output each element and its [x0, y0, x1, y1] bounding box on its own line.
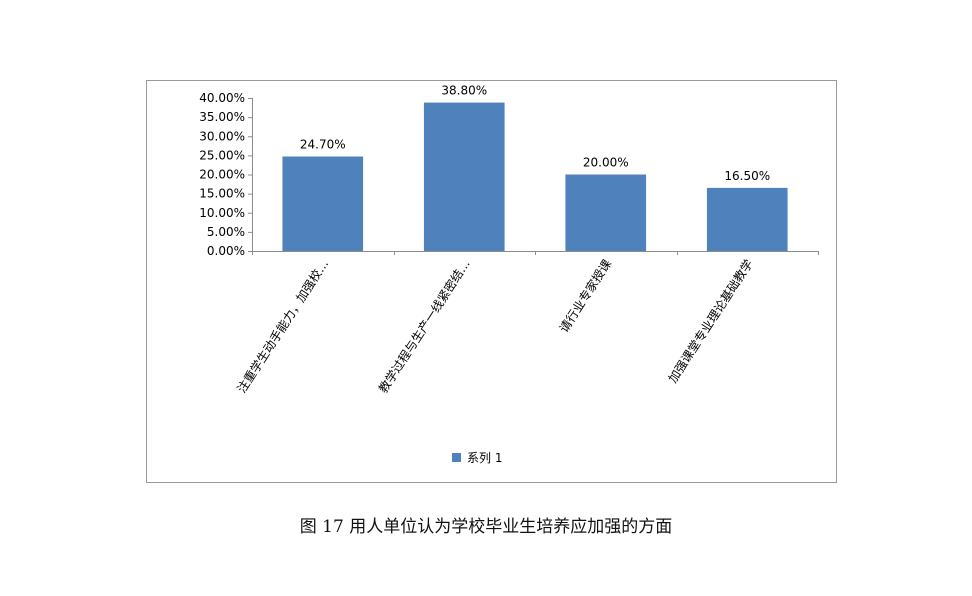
data-label: 16.50%	[724, 169, 770, 183]
y-tick-label: 10.00%	[199, 206, 245, 220]
y-tick-label: 0.00%	[207, 244, 245, 258]
y-tick-label: 5.00%	[207, 225, 245, 239]
y-tick-label: 20.00%	[199, 168, 245, 182]
figure-caption: 图 17 用人单位认为学校毕业生培养应加强的方面	[299, 517, 673, 537]
data-label: 38.80%	[441, 84, 487, 98]
bar	[282, 156, 364, 251]
data-labels: 24.70% 38.80% 20.00% 16.50%	[300, 84, 770, 183]
legend-swatch	[452, 453, 461, 462]
y-tick-label: 40.00%	[199, 91, 245, 105]
x-axis	[252, 251, 819, 255]
legend: 系列 1	[452, 451, 502, 465]
data-label: 24.70%	[300, 138, 346, 152]
y-tick-label: 15.00%	[199, 187, 245, 201]
y-tick-label: 35.00%	[199, 110, 245, 124]
legend-label: 系列 1	[467, 451, 502, 465]
y-tick-label: 25.00%	[199, 148, 245, 162]
bar	[706, 187, 788, 251]
y-tick-label: 30.00%	[199, 129, 245, 143]
data-label: 20.00%	[583, 156, 629, 170]
bar	[565, 174, 647, 251]
bars	[282, 102, 788, 251]
bar	[423, 102, 505, 251]
y-axis: 0.00% 5.00% 10.00% 15.00% 20.00% 25.00% 30.00%…	[199, 91, 253, 258]
